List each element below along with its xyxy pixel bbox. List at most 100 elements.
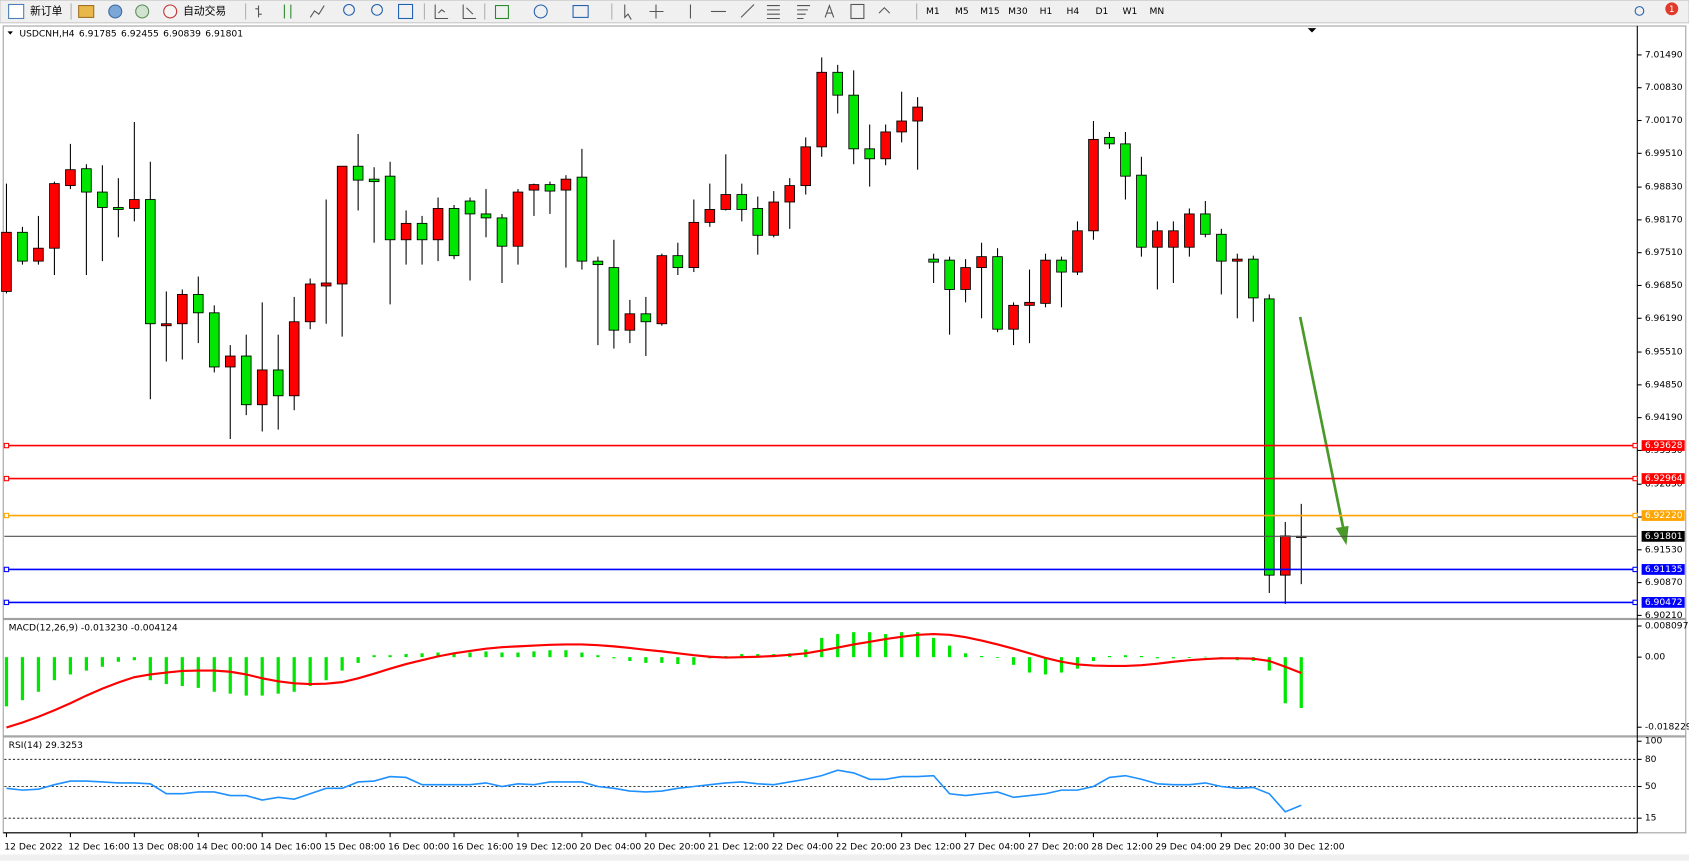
macd-histogram-bar [628,657,632,661]
timeframe-button[interactable]: M5 [955,7,969,17]
timeframe-button[interactable]: M30 [1008,7,1028,17]
timeframe-button[interactable]: MN [1150,7,1165,17]
y-tick-label: 15 [1645,814,1657,824]
x-tick-label: 14 Dec 00:00 [196,842,258,852]
candle-body [400,222,412,241]
candle-body [1008,304,1019,330]
macd-histogram-bar [756,654,760,658]
macd-histogram-bar [1011,657,1016,665]
timeframe-button[interactable]: W1 [1123,7,1138,17]
candle-body [1120,143,1131,177]
candle-body [704,209,716,223]
templates-icon[interactable] [572,5,589,18]
x-tick-label: 27 Dec 04:00 [963,842,1025,852]
x-tick-label: 22 Dec 20:00 [836,842,898,852]
candle-body [1088,138,1099,232]
bar-chart-icon[interactable] [255,5,262,18]
macd-histogram-bar [548,650,552,658]
x-tick-label: 19 Dec 12:00 [516,842,578,852]
candle-body [1,231,12,292]
level-price-label: 6.90472 [1645,598,1683,608]
macd-signal-line [6,632,1302,729]
candle-body [384,175,396,241]
panel-menu-icon[interactable] [7,31,13,35]
toolbar-icon[interactable] [78,5,95,18]
trendline-icon[interactable] [740,4,755,18]
new-order-icon[interactable] [8,3,25,20]
header-close: 6.91801 [205,29,243,39]
toolbar-icon[interactable] [135,4,150,19]
tile-icon[interactable] [398,3,414,20]
cursor-icon[interactable] [624,4,632,20]
candle-body [161,323,172,327]
macd-histogram-bar [963,653,968,658]
toolbar-icon[interactable] [108,4,123,19]
candle-body [768,201,780,236]
macd-histogram-bar [308,657,312,686]
level-price-label: 6.92964 [1645,474,1683,484]
level-price-box [1641,440,1685,451]
shift-icon[interactable] [462,4,477,20]
macd-histogram-bar [1139,655,1144,658]
timeframe-button[interactable]: D1 [1096,7,1109,17]
level-price-box [1641,473,1685,484]
candle-body [464,200,476,215]
timeframe-button[interactable]: M15 [980,7,1000,17]
new-order-button[interactable]: 新订单 [30,4,63,17]
search-icon[interactable] [1634,6,1645,16]
macd-histogram-bar [1299,657,1303,709]
candle-body [912,106,923,122]
auto-trading-button[interactable]: 自动交易 [183,4,226,17]
rsi-title: RSI(14) 29.3253 [9,741,84,751]
candle-body [544,184,556,192]
status-strip [0,854,1689,861]
candle-body [49,183,60,249]
y-tick-label: 6.97510 [1645,248,1683,258]
macd-histogram-bar [580,652,584,658]
timeframe-button[interactable]: M1 [926,7,940,17]
candle-body [17,231,28,262]
annotation-arrow [1298,316,1349,546]
y-tick-label: 100 [1645,737,1663,747]
notification-badge[interactable] [1665,2,1679,16]
candle-body [1232,258,1243,262]
auto-trading-icon[interactable] [163,4,178,19]
level-handle [3,442,10,449]
candle-body [512,191,524,247]
x-tick-label: 29 Dec 04:00 [1155,842,1217,852]
timeframe-button[interactable]: H1 [1040,7,1053,17]
channel-icon[interactable] [766,5,780,20]
level-handle [3,475,10,482]
rsi-line [6,769,1302,813]
arrows-icon[interactable] [878,6,891,14]
candle-body [1056,259,1067,273]
candle-body [880,131,891,160]
y-tick-label: -0.018229 [1645,723,1689,733]
zoom-in-icon[interactable] [343,3,355,16]
timeframe-button[interactable]: H4 [1067,7,1080,17]
text-icon[interactable] [824,3,835,18]
macd-histogram-bar [1075,657,1080,669]
macd-histogram-bar [164,657,168,685]
autoscroll-icon[interactable] [434,4,449,20]
candle-chart-icon[interactable] [283,4,292,19]
periods-icon[interactable] [533,4,548,19]
crosshair-icon[interactable] [649,4,664,19]
label-icon[interactable] [850,3,865,20]
fibo-icon[interactable] [797,5,811,20]
level-handle [1632,599,1638,606]
x-tick-label: 20 Dec 20:00 [644,842,706,852]
line-chart-icon[interactable] [309,5,325,18]
candle-body [528,184,540,191]
chart-header: USDCNH,H4 6.91785 6.92455 6.90839 6.91801 [19,29,243,39]
y-tick-label: 6.90870 [1645,578,1683,588]
level-handle [3,566,10,573]
candle-body [1152,230,1163,248]
level-price-box [1641,596,1685,608]
x-tick-label: 14 Dec 16:00 [260,842,322,852]
level-handle [1632,512,1638,519]
macd-histogram-bar [979,655,984,658]
zoom-out-icon[interactable] [371,3,383,16]
indicators-icon[interactable] [494,5,509,20]
chart-shift-marker [1307,28,1317,33]
